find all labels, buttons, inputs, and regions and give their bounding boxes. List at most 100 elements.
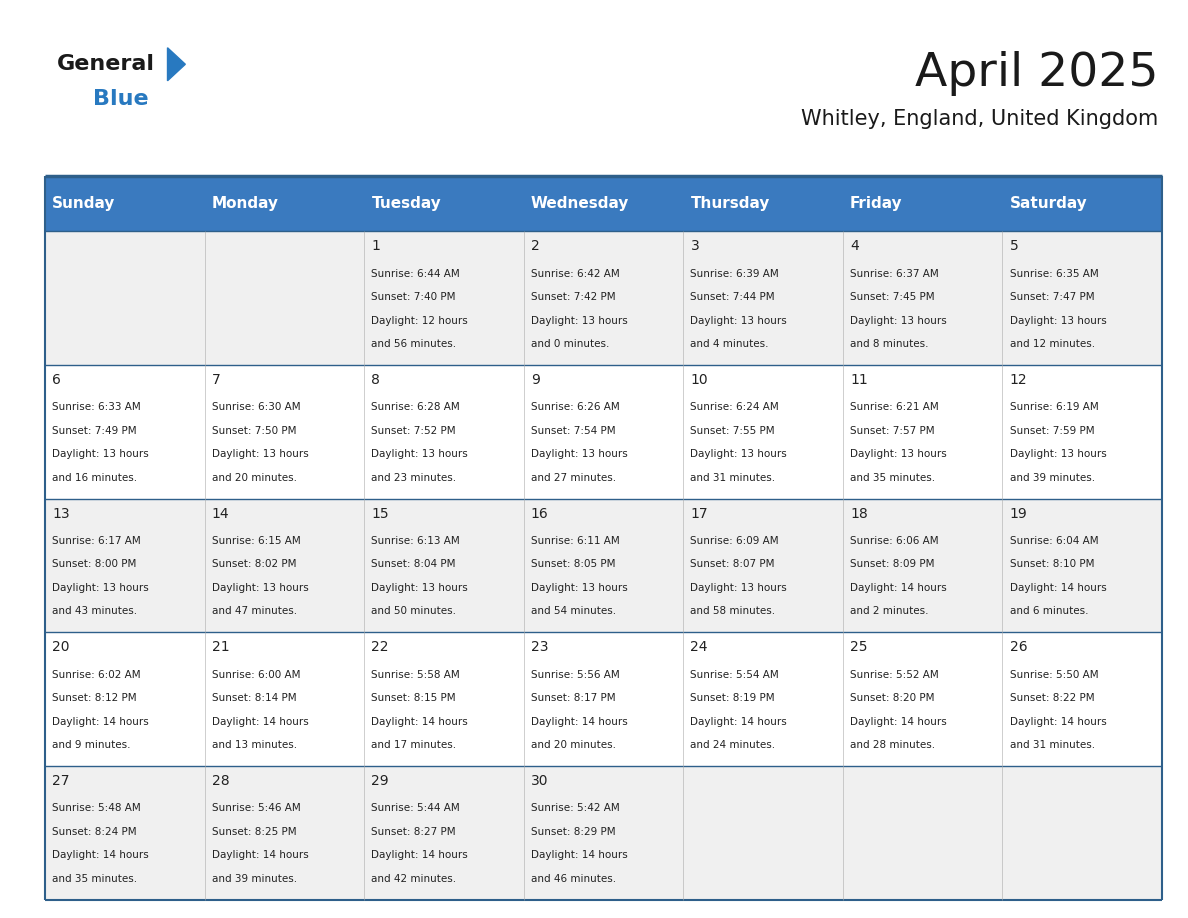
Text: Sunrise: 6:39 AM: Sunrise: 6:39 AM: [690, 269, 779, 279]
Text: 28: 28: [211, 774, 229, 788]
Text: 14: 14: [211, 507, 229, 521]
Text: 26: 26: [1010, 641, 1028, 655]
Text: 10: 10: [690, 373, 708, 387]
Text: Sunday: Sunday: [52, 196, 115, 211]
Text: Sunrise: 6:44 AM: Sunrise: 6:44 AM: [372, 269, 460, 279]
Text: Daylight: 13 hours: Daylight: 13 hours: [1010, 449, 1106, 459]
Text: and 6 minutes.: and 6 minutes.: [1010, 606, 1088, 616]
Text: 20: 20: [52, 641, 70, 655]
Text: and 0 minutes.: and 0 minutes.: [531, 339, 609, 349]
Text: Daylight: 13 hours: Daylight: 13 hours: [531, 316, 627, 326]
Text: and 16 minutes.: and 16 minutes.: [52, 473, 138, 483]
Text: 12: 12: [1010, 373, 1028, 387]
Text: Sunrise: 5:54 AM: Sunrise: 5:54 AM: [690, 670, 779, 679]
Text: Sunrise: 5:48 AM: Sunrise: 5:48 AM: [52, 803, 141, 813]
Text: Daylight: 14 hours: Daylight: 14 hours: [1010, 717, 1106, 726]
Text: Sunset: 7:44 PM: Sunset: 7:44 PM: [690, 292, 775, 302]
Text: and 35 minutes.: and 35 minutes.: [52, 874, 138, 884]
Text: Sunset: 7:47 PM: Sunset: 7:47 PM: [1010, 292, 1094, 302]
Text: Sunset: 8:04 PM: Sunset: 8:04 PM: [372, 559, 456, 569]
Text: Friday: Friday: [849, 196, 903, 211]
Text: Sunrise: 6:00 AM: Sunrise: 6:00 AM: [211, 670, 301, 679]
Text: Sunrise: 6:09 AM: Sunrise: 6:09 AM: [690, 536, 779, 546]
Text: Sunset: 7:40 PM: Sunset: 7:40 PM: [372, 292, 456, 302]
Text: 24: 24: [690, 641, 708, 655]
Text: and 12 minutes.: and 12 minutes.: [1010, 339, 1094, 349]
Text: Sunrise: 6:13 AM: Sunrise: 6:13 AM: [372, 536, 460, 546]
Bar: [45, 633, 1162, 766]
Text: Sunset: 7:50 PM: Sunset: 7:50 PM: [211, 426, 296, 436]
Text: 5: 5: [1010, 240, 1018, 253]
Text: Sunrise: 6:42 AM: Sunrise: 6:42 AM: [531, 269, 620, 279]
Text: Blue: Blue: [93, 89, 148, 109]
Text: 1: 1: [372, 240, 380, 253]
Text: Daylight: 14 hours: Daylight: 14 hours: [52, 717, 148, 726]
Bar: [45, 176, 204, 231]
Text: Sunset: 7:57 PM: Sunset: 7:57 PM: [849, 426, 935, 436]
Text: and 13 minutes.: and 13 minutes.: [211, 740, 297, 750]
Text: Sunrise: 6:24 AM: Sunrise: 6:24 AM: [690, 402, 779, 412]
Text: and 35 minutes.: and 35 minutes.: [849, 473, 935, 483]
Text: Sunset: 8:12 PM: Sunset: 8:12 PM: [52, 693, 137, 703]
Text: Sunset: 8:24 PM: Sunset: 8:24 PM: [52, 827, 137, 837]
Bar: [45, 365, 1162, 498]
Text: Sunset: 8:15 PM: Sunset: 8:15 PM: [372, 693, 456, 703]
Text: Sunset: 8:25 PM: Sunset: 8:25 PM: [211, 827, 297, 837]
Text: and 24 minutes.: and 24 minutes.: [690, 740, 776, 750]
Text: Sunset: 8:14 PM: Sunset: 8:14 PM: [211, 693, 297, 703]
Text: and 43 minutes.: and 43 minutes.: [52, 606, 138, 616]
Text: Sunrise: 6:02 AM: Sunrise: 6:02 AM: [52, 670, 141, 679]
Text: Sunrise: 5:58 AM: Sunrise: 5:58 AM: [372, 670, 460, 679]
Text: Sunset: 8:29 PM: Sunset: 8:29 PM: [531, 827, 615, 837]
Text: Saturday: Saturday: [1010, 196, 1087, 211]
Text: Daylight: 13 hours: Daylight: 13 hours: [52, 449, 148, 459]
Text: Daylight: 14 hours: Daylight: 14 hours: [531, 717, 627, 726]
Text: 23: 23: [531, 641, 549, 655]
Text: and 42 minutes.: and 42 minutes.: [372, 874, 456, 884]
Text: Daylight: 14 hours: Daylight: 14 hours: [211, 717, 309, 726]
Text: Daylight: 14 hours: Daylight: 14 hours: [372, 717, 468, 726]
Text: Sunrise: 6:33 AM: Sunrise: 6:33 AM: [52, 402, 141, 412]
Text: and 9 minutes.: and 9 minutes.: [52, 740, 131, 750]
Text: Sunrise: 6:35 AM: Sunrise: 6:35 AM: [1010, 269, 1098, 279]
Text: Sunrise: 5:50 AM: Sunrise: 5:50 AM: [1010, 670, 1098, 679]
Text: Daylight: 13 hours: Daylight: 13 hours: [211, 449, 309, 459]
Bar: [204, 176, 365, 231]
Text: and 27 minutes.: and 27 minutes.: [531, 473, 617, 483]
Text: Whitley, England, United Kingdom: Whitley, England, United Kingdom: [801, 109, 1158, 129]
Text: 6: 6: [52, 373, 62, 387]
Text: Thursday: Thursday: [690, 196, 770, 211]
Text: and 54 minutes.: and 54 minutes.: [531, 606, 617, 616]
Text: 8: 8: [372, 373, 380, 387]
Bar: [524, 176, 683, 231]
Bar: [842, 176, 1003, 231]
Text: and 46 minutes.: and 46 minutes.: [531, 874, 617, 884]
Text: 25: 25: [849, 641, 867, 655]
Text: and 31 minutes.: and 31 minutes.: [690, 473, 776, 483]
Text: Sunset: 8:07 PM: Sunset: 8:07 PM: [690, 559, 775, 569]
Bar: [45, 766, 1162, 900]
Text: 29: 29: [372, 774, 388, 788]
Text: Monday: Monday: [211, 196, 279, 211]
Text: Sunrise: 6:17 AM: Sunrise: 6:17 AM: [52, 536, 141, 546]
Text: Daylight: 14 hours: Daylight: 14 hours: [1010, 583, 1106, 593]
Text: Wednesday: Wednesday: [531, 196, 630, 211]
Text: Sunrise: 5:46 AM: Sunrise: 5:46 AM: [211, 803, 301, 813]
Text: General: General: [57, 54, 154, 74]
Text: 22: 22: [372, 641, 388, 655]
Text: and 28 minutes.: and 28 minutes.: [849, 740, 935, 750]
Text: Sunset: 8:10 PM: Sunset: 8:10 PM: [1010, 559, 1094, 569]
Text: Sunset: 7:54 PM: Sunset: 7:54 PM: [531, 426, 615, 436]
Text: 2: 2: [531, 240, 539, 253]
Text: Sunset: 8:20 PM: Sunset: 8:20 PM: [849, 693, 935, 703]
Text: Daylight: 13 hours: Daylight: 13 hours: [849, 316, 947, 326]
Text: Daylight: 14 hours: Daylight: 14 hours: [531, 850, 627, 860]
Text: Daylight: 13 hours: Daylight: 13 hours: [52, 583, 148, 593]
Text: Daylight: 13 hours: Daylight: 13 hours: [372, 583, 468, 593]
Bar: [45, 231, 1162, 365]
Text: Sunset: 8:27 PM: Sunset: 8:27 PM: [372, 827, 456, 837]
Text: April 2025: April 2025: [915, 50, 1158, 96]
Text: Sunset: 8:00 PM: Sunset: 8:00 PM: [52, 559, 137, 569]
Text: Daylight: 13 hours: Daylight: 13 hours: [211, 583, 309, 593]
Text: Sunset: 7:55 PM: Sunset: 7:55 PM: [690, 426, 775, 436]
